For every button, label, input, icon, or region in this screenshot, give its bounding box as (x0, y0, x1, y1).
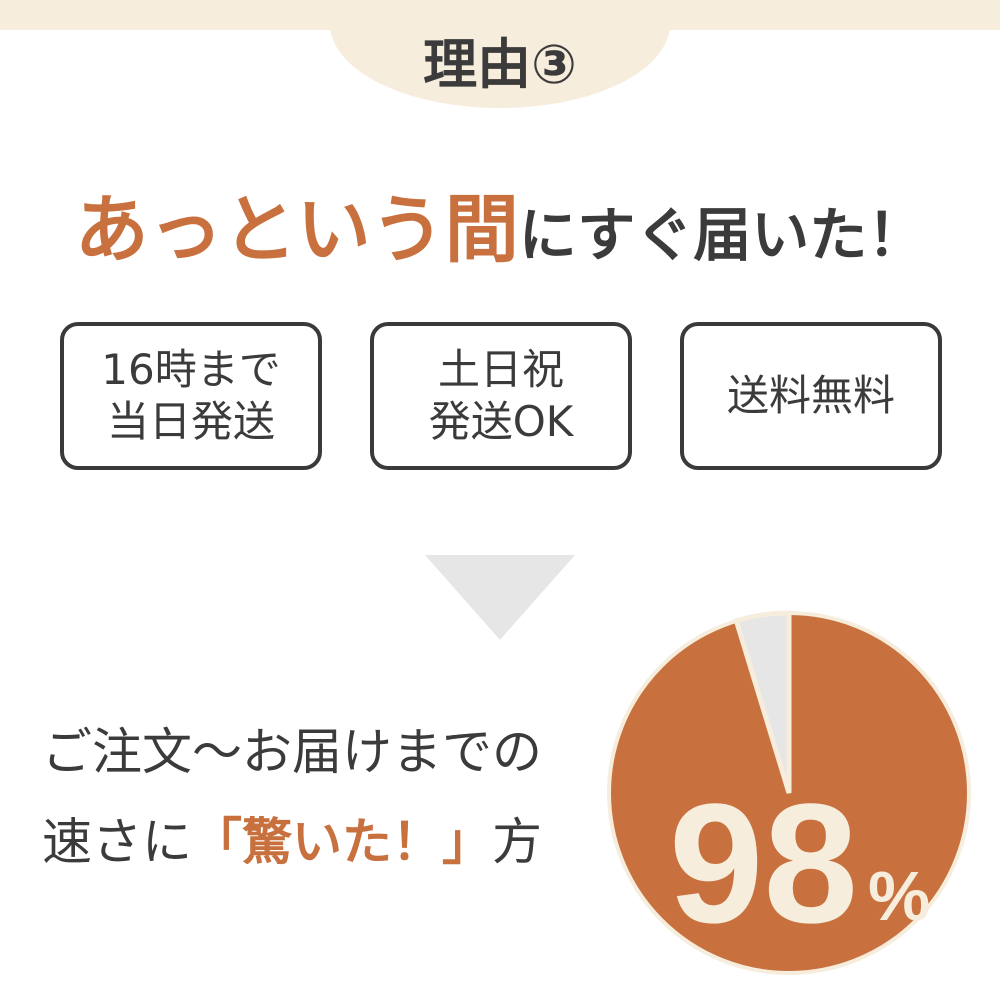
down-arrow-icon (425, 555, 575, 640)
reason-title: 理由③ (423, 33, 577, 96)
headline-accent: あっという間 (74, 187, 519, 273)
feature-line: 当日発送 (106, 397, 275, 446)
lead-post: 方 (492, 813, 542, 871)
headline-rest: にすぐ届いた！ (518, 201, 926, 269)
feature-line: 土日祝 (437, 344, 564, 394)
headline: あっという間にすぐ届いた！ (0, 170, 1000, 277)
pie-chart: 98 % (607, 610, 971, 975)
pie-unit: % (868, 857, 930, 935)
lead-pre: 速さに (42, 813, 192, 871)
pie-slice-rest (733, 610, 792, 794)
pie-value: 98 (669, 769, 858, 959)
lead-line-1: ご注文〜お届けまでの (42, 723, 542, 781)
feature-same-day: 16時まで 当日発送 (60, 322, 322, 470)
feature-line: 送料無料 (726, 370, 895, 420)
feature-weekend: 土日祝 発送OK (370, 322, 632, 470)
feature-free-shipping: 送料無料 (680, 322, 942, 470)
feature-line: 発送OK (428, 397, 574, 446)
lead-line-2: 速さに「驚いた！」方 (42, 802, 542, 874)
lead-accent: 「驚いた！」 (192, 813, 492, 871)
feature-line: 16時まで (101, 344, 281, 394)
